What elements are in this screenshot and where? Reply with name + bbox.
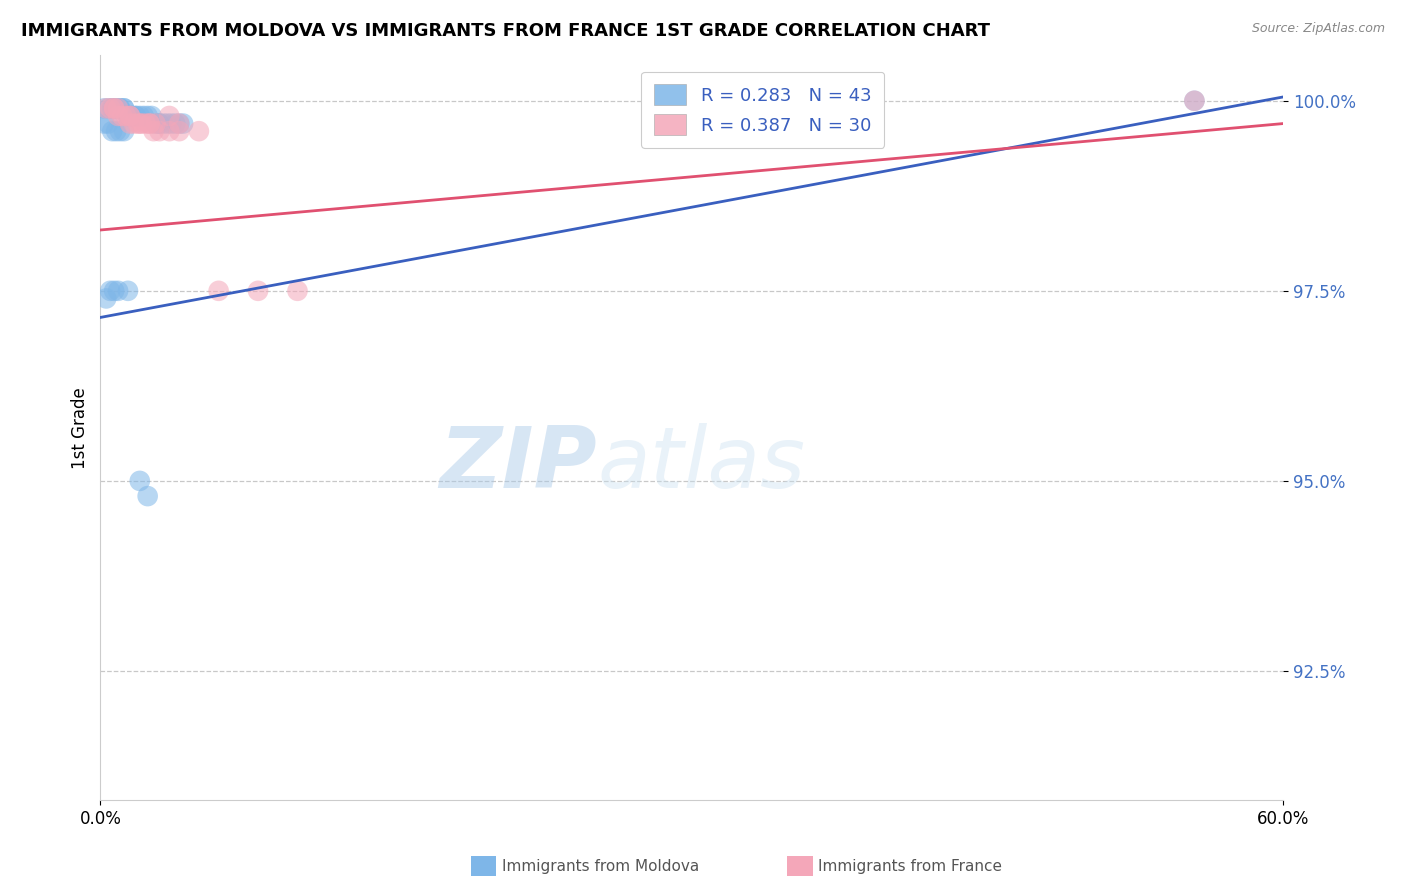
Point [93, 101, 115, 115]
Point [1184, 94, 1206, 108]
Point [121, 109, 143, 123]
Point [117, 109, 139, 123]
Point [160, 117, 183, 131]
Point [152, 117, 174, 131]
Point [148, 117, 170, 131]
Point [128, 117, 150, 131]
Point [131, 117, 153, 131]
Text: atlas: atlas [598, 424, 806, 507]
Point [128, 474, 150, 488]
Point [165, 117, 187, 131]
Point [97, 117, 120, 131]
Point [107, 109, 129, 123]
Point [121, 109, 143, 123]
Point [207, 284, 229, 298]
Point [1184, 94, 1206, 108]
Point [138, 117, 160, 131]
Point [111, 109, 134, 123]
Point [167, 117, 190, 131]
Point [128, 109, 150, 123]
Point [103, 101, 125, 115]
Point [148, 124, 170, 138]
Text: IMMIGRANTS FROM MOLDOVA VS IMMIGRANTS FROM FRANCE 1ST GRADE CORRELATION CHART: IMMIGRANTS FROM MOLDOVA VS IMMIGRANTS FR… [21, 22, 990, 40]
Y-axis label: 1st Grade: 1st Grade [72, 387, 89, 468]
Text: Source: ZipAtlas.com: Source: ZipAtlas.com [1251, 22, 1385, 36]
Point [108, 101, 131, 115]
Point [105, 124, 128, 138]
Point [98, 101, 121, 115]
Point [136, 109, 159, 123]
Point [167, 117, 190, 131]
Point [118, 109, 141, 123]
Point [117, 284, 139, 298]
Point [136, 489, 159, 503]
Text: ZIP: ZIP [440, 424, 598, 507]
Text: Immigrants from France: Immigrants from France [818, 859, 1002, 873]
Point [107, 101, 129, 115]
Point [118, 117, 141, 131]
Point [122, 117, 145, 131]
Text: Immigrants from Moldova: Immigrants from Moldova [502, 859, 699, 873]
Point [108, 101, 131, 115]
Point [145, 117, 167, 131]
Point [167, 124, 190, 138]
Point [132, 109, 155, 123]
Point [97, 101, 120, 115]
Point [115, 109, 138, 123]
Point [112, 101, 135, 115]
Point [142, 124, 165, 138]
Point [125, 109, 148, 123]
Point [247, 284, 270, 298]
Point [287, 284, 309, 298]
Point [157, 124, 180, 138]
Point [101, 101, 124, 115]
Point [103, 101, 125, 115]
Point [148, 117, 170, 131]
Point [96, 292, 118, 306]
Point [105, 101, 128, 115]
Point [117, 109, 139, 123]
Point [135, 117, 157, 131]
Point [105, 101, 128, 115]
Point [145, 117, 167, 131]
Point [156, 117, 179, 131]
Point [125, 109, 148, 123]
Point [112, 124, 135, 138]
Point [101, 101, 124, 115]
Legend: R = 0.283   N = 43, R = 0.387   N = 30: R = 0.283 N = 43, R = 0.387 N = 30 [641, 71, 884, 148]
Point [118, 109, 141, 123]
Point [103, 284, 125, 298]
Point [98, 284, 121, 298]
Point [107, 284, 129, 298]
Point [108, 124, 131, 138]
Point [112, 101, 135, 115]
Point [93, 117, 115, 131]
Point [157, 109, 180, 123]
Point [101, 124, 124, 138]
Point [141, 109, 163, 123]
Point [172, 117, 194, 131]
Point [138, 117, 160, 131]
Point [96, 101, 118, 115]
Point [127, 117, 149, 131]
Point [187, 124, 209, 138]
